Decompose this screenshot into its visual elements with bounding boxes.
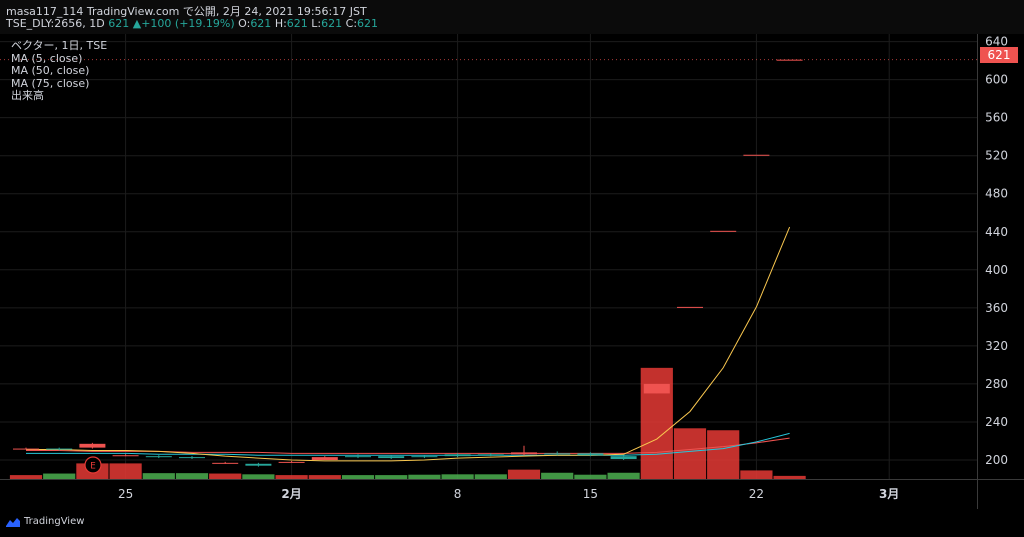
time-tick-label: 2月	[281, 487, 301, 501]
candle-body	[145, 456, 172, 458]
high-value: 621	[286, 17, 308, 30]
candle-body	[112, 455, 139, 457]
candle-body	[477, 454, 504, 456]
price-tick-label: 200	[985, 453, 1008, 467]
up-arrow-icon: ▲	[132, 17, 142, 30]
time-tick-label: 3月	[879, 487, 899, 501]
candle-body	[278, 461, 305, 463]
tradingview-logo-icon	[6, 517, 20, 527]
candle-body	[710, 230, 737, 232]
high-label: H:	[274, 17, 287, 30]
volume-bar	[441, 474, 474, 479]
candle-body	[212, 462, 239, 464]
price-tick-label: 280	[985, 377, 1008, 391]
ma5-line	[26, 226, 791, 462]
last-price: 621	[108, 17, 130, 30]
price-tick-label: 560	[985, 111, 1008, 125]
price-tick-label: 320	[985, 339, 1008, 353]
price-tick-label: 520	[985, 149, 1008, 163]
last-price-tag: 621	[980, 47, 1018, 63]
volume-bar	[242, 474, 275, 479]
time-tick-label: 8	[454, 487, 462, 501]
earnings-marker-label: E	[90, 462, 96, 472]
candle-body	[179, 457, 205, 459]
low-label: L:	[311, 17, 322, 30]
volume-bar	[507, 469, 541, 479]
volume-bar	[142, 473, 175, 479]
close-value: 621	[357, 17, 379, 30]
volume-bar	[673, 428, 707, 479]
volume-bar	[341, 475, 375, 479]
earnings-marker-icon	[84, 456, 102, 474]
candle-body	[311, 457, 338, 460]
volume-bar	[607, 472, 640, 479]
candle-body	[444, 454, 471, 457]
price-tick-label: 480	[985, 187, 1008, 201]
candle-body	[544, 453, 571, 455]
volume-bar	[474, 474, 507, 479]
volume-bar	[43, 473, 76, 479]
candle-body	[46, 448, 73, 450]
price-tick-label: 400	[985, 263, 1008, 277]
close-label: C:	[345, 17, 358, 30]
candle-body	[378, 456, 405, 459]
open-label: O:	[238, 17, 251, 30]
candle-body	[610, 456, 637, 460]
volume-bar	[740, 470, 773, 479]
volume-bar	[408, 474, 441, 479]
ohlc-line: TSE_DLY:2656, 1D 621 ▲+100 (+19.19%) O:6…	[6, 17, 378, 30]
volume-bar	[308, 475, 341, 479]
volume-bar	[209, 473, 242, 479]
legend-volume[interactable]: 出来高	[11, 89, 44, 102]
low-value: 621	[321, 17, 343, 30]
legend-ma75[interactable]: MA (75, close)	[11, 76, 90, 90]
volume-bar	[9, 475, 43, 479]
legend-ma50[interactable]: MA (50, close)	[11, 64, 90, 77]
price-tick-label: 640	[985, 35, 1008, 49]
volume-bar	[541, 472, 574, 479]
time-tick-label: 15	[583, 487, 598, 501]
candle-body	[13, 448, 39, 450]
volume-bar	[707, 430, 740, 479]
candle-body	[677, 306, 703, 308]
tradingview-brand[interactable]: TradingView	[6, 516, 84, 527]
candle-body	[776, 59, 803, 61]
candle-body	[511, 452, 537, 455]
price-tick-label: 240	[985, 415, 1008, 429]
volume-bar	[109, 463, 142, 479]
publish-info: masa117_114 TradingView.com で公開, 2月 24, …	[6, 5, 367, 18]
candle-body	[345, 456, 371, 458]
candle-body	[79, 443, 106, 448]
price-tick-label: 360	[985, 301, 1008, 315]
brand-label: TradingView	[24, 516, 85, 527]
plot-area	[0, 34, 977, 479]
candle-body	[743, 154, 770, 156]
time-tick-label: 22	[749, 487, 764, 501]
price-axis-pane	[977, 34, 1024, 479]
time-tick-label: 25	[118, 487, 133, 501]
price-tick-label: 600	[985, 73, 1008, 87]
legend-symbol[interactable]: ベクター, 1日, TSE	[11, 39, 108, 52]
candle-body	[643, 383, 670, 394]
candle-body	[577, 453, 604, 456]
symbol-label: TSE_DLY:2656, 1D	[6, 17, 105, 30]
chart-header: masa117_114 TradingView.com で公開, 2月 24, …	[0, 0, 1024, 34]
ma50-line	[26, 432, 790, 456]
volume-bar	[175, 473, 209, 479]
indicator-legend: ベクター, 1日, TSE MA (5, close) MA (50, clos…	[11, 39, 108, 103]
volume-bar	[375, 475, 408, 479]
volume-bar	[275, 475, 308, 479]
price-change: +100 (+19.19%)	[141, 17, 235, 30]
volume-bar	[773, 475, 806, 479]
legend-ma5[interactable]: MA (5, close)	[11, 51, 83, 65]
candle-body	[245, 463, 272, 466]
volume-bar	[574, 474, 607, 479]
open-value: 621	[250, 17, 272, 30]
candle-body	[411, 456, 438, 458]
price-tick-label: 440	[985, 225, 1008, 239]
